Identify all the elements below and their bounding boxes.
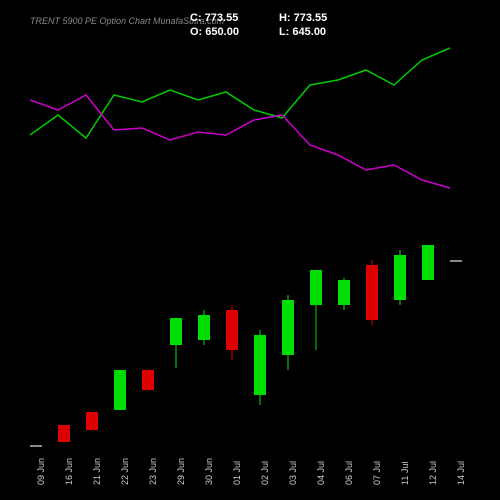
candle-body: [226, 310, 238, 350]
candle: [226, 220, 238, 450]
candle-body: [30, 445, 42, 447]
candle: [198, 220, 210, 450]
x-axis-label: 23 Jun: [148, 458, 158, 485]
high-label: H:: [279, 12, 291, 24]
candle: [114, 220, 126, 450]
candle-body: [394, 255, 406, 300]
open-label: O:: [190, 26, 202, 38]
candle: [254, 220, 266, 450]
x-axis: 09 Jun 16 Jun 21 Jun 22 Jun 23 Jun 29 Jun 30 J…: [30, 450, 470, 490]
candle: [170, 220, 182, 450]
x-axis-label: 06 Jul: [344, 461, 354, 485]
close-label: C:: [190, 12, 202, 24]
candle: [450, 220, 462, 450]
candle-body: [338, 280, 350, 305]
candle-body: [282, 300, 294, 355]
candle: [86, 220, 98, 450]
x-axis-label: 12 Jul: [428, 461, 438, 485]
x-axis-label: 11 Jul: [400, 462, 410, 485]
low-value: 645.00: [292, 26, 326, 38]
candle-body: [114, 370, 126, 410]
ohlc-display: C: 773.55 O: 650.00 H: 773.55 L: 645.00: [190, 12, 327, 38]
x-axis-label: 03 Jul: [288, 461, 298, 485]
magenta-indicator-line: [30, 95, 450, 188]
candle: [282, 220, 294, 450]
x-axis-label: 16 Jun: [64, 458, 74, 485]
close-value: 773.55: [205, 12, 239, 24]
green-indicator-line: [30, 48, 450, 138]
candle-body: [198, 315, 210, 340]
candlestick-chart: [30, 220, 470, 450]
high-value: 773.55: [294, 12, 328, 24]
open-value: 650.00: [205, 26, 239, 38]
chart-area: [30, 40, 470, 450]
candle-body: [310, 270, 322, 305]
candle-body: [170, 318, 182, 345]
candle-body: [86, 412, 98, 430]
x-axis-label: 21 Jun: [92, 458, 102, 485]
x-axis-label: 02 Jul: [260, 461, 270, 485]
candle: [338, 220, 350, 450]
candle-body: [254, 335, 266, 395]
x-axis-label: 30 Jun: [204, 458, 214, 485]
x-axis-label: 01 Jul: [232, 461, 242, 485]
candle-body: [450, 260, 462, 262]
x-axis-label: 04 Jul: [316, 461, 326, 485]
candle-body: [366, 265, 378, 320]
candle-body: [422, 245, 434, 280]
indicator-lines: [30, 40, 470, 220]
candle-body: [58, 425, 70, 442]
candle: [58, 220, 70, 450]
candle: [422, 220, 434, 450]
candle: [310, 220, 322, 450]
candle: [142, 220, 154, 450]
candle: [366, 220, 378, 450]
x-axis-label: 22 Jun: [120, 458, 130, 485]
candle-body: [142, 370, 154, 390]
candle: [30, 220, 42, 450]
x-axis-label: 29 Jun: [176, 458, 186, 485]
x-axis-label: 14 Jul: [456, 461, 466, 485]
low-label: L:: [279, 26, 289, 38]
x-axis-label: 09 Jun: [36, 458, 46, 485]
candle: [394, 220, 406, 450]
x-axis-label: 07 Jul: [372, 461, 382, 485]
